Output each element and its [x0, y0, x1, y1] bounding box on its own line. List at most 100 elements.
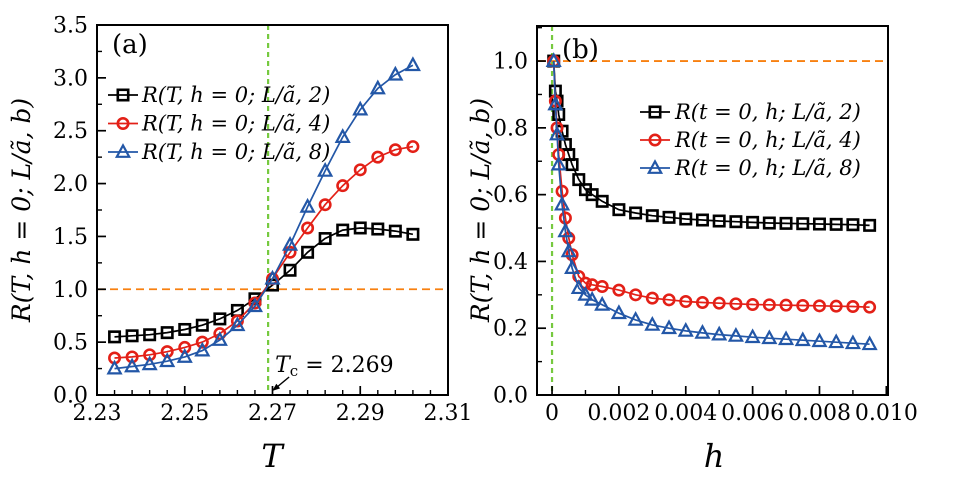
square-marker: [645, 209, 659, 223]
circle-marker: [829, 299, 843, 313]
legend-label: R(T, h = 0; L/ã, 2): [141, 83, 330, 107]
square-marker: [318, 232, 332, 246]
triangle-marker: [114, 143, 132, 158]
circle-marker: [779, 298, 793, 312]
triangle-marker: [811, 332, 828, 348]
triangle-marker: [577, 285, 594, 301]
panel-b-legend-item-0: R(t = 0, h; L/ã, 2): [640, 100, 861, 124]
circle-marker: [679, 294, 693, 308]
x-axis-title: T: [261, 437, 285, 475]
triangle-marker: [246, 297, 264, 313]
square-marker: [108, 330, 122, 344]
square-marker: [662, 210, 676, 224]
x-tick-label: 0.008: [788, 401, 851, 426]
triangle-marker: [711, 325, 728, 341]
triangle-marker: [610, 304, 627, 320]
panel-label: (a): [112, 30, 148, 60]
x-tick-label: 2.29: [336, 401, 385, 426]
circle-marker: [595, 279, 609, 293]
panel-b-legend-item-2: R(t = 0, h; L/ã, 8): [640, 156, 861, 180]
triangle-marker: [317, 161, 334, 177]
triangle-marker: [334, 128, 351, 143]
triangle-marker: [554, 195, 571, 211]
circle-marker: [388, 143, 402, 157]
series-line: [552, 61, 870, 346]
triangle-marker: [660, 319, 678, 335]
triangle-marker: [547, 95, 564, 111]
triangle-marker: [404, 56, 421, 72]
square-marker: [729, 215, 743, 229]
triangle-marker: [549, 125, 566, 141]
triangle-marker: [194, 341, 211, 357]
square-marker: [863, 218, 877, 232]
square-marker: [648, 105, 662, 119]
square-marker: [572, 173, 586, 187]
square-marker: [336, 223, 350, 237]
circle-marker: [629, 288, 643, 302]
circle-marker: [648, 133, 662, 147]
circle-marker: [812, 299, 826, 313]
circle-marker: [796, 299, 810, 313]
series-line: [552, 61, 870, 227]
panel-b-series-1: [547, 54, 877, 314]
triangle-marker: [777, 330, 795, 346]
axes-box: [536, 25, 889, 396]
panel-a-series-2: [106, 56, 421, 375]
triangle-marker: [211, 331, 228, 346]
square-marker: [612, 203, 626, 217]
panel-a-legend-item-0: R(T, h = 0; L/ã, 2): [108, 83, 330, 107]
circle-marker: [612, 283, 626, 297]
square-marker: [695, 213, 709, 227]
triangle-marker: [352, 100, 369, 116]
panel-b-legend-item-1: R(t = 0, h; L/ã, 4): [640, 128, 861, 152]
circle-marker: [353, 163, 367, 177]
panel-b-plot: 0 0.002 0.004 0.006 0.008 0.010 0.0 0.2 0.4 0.6 0.…: [466, 25, 918, 475]
square-marker: [629, 206, 643, 220]
y-tick-label: 1.0: [493, 50, 528, 75]
y-axis-title: R(T, h = 0; L/ã, b): [7, 98, 36, 323]
triangle-marker: [159, 352, 176, 368]
circle-marker: [116, 117, 130, 131]
square-marker: [143, 328, 157, 342]
circle-marker: [729, 297, 743, 311]
x-tick-label: 2.31: [424, 401, 473, 426]
tc-annotation: Tc = 2.269: [272, 353, 394, 391]
triangle-marker: [560, 242, 577, 258]
square-marker: [301, 245, 315, 259]
triangle-marker: [646, 159, 664, 174]
triangle-marker: [694, 323, 711, 339]
x-tick-label: 2.25: [160, 401, 209, 426]
panel-label: (b): [562, 35, 599, 65]
square-marker: [371, 222, 385, 236]
panel-b-legend: R(t = 0, h; L/ã, 2) R(t = 0, h; L/ã, 4) R(…: [640, 100, 861, 180]
x-tick-label: 0.010: [855, 401, 918, 426]
y-tick-label: 3.5: [53, 14, 88, 39]
triangle-marker: [557, 222, 574, 238]
triangle-marker: [584, 290, 601, 306]
y-tick-label: 0.5: [53, 331, 88, 356]
circle-marker: [762, 298, 776, 312]
annotation-arrow-line: [276, 376, 290, 388]
square-marker: [160, 326, 174, 340]
legend-label: R(t = 0, h; L/ã, 2): [674, 100, 861, 124]
circle-marker: [336, 179, 350, 193]
circle-marker: [645, 291, 659, 305]
triangle-marker: [124, 357, 141, 373]
legend-label: R(T, h = 0; L/ã, 4): [141, 112, 330, 136]
square-marker: [712, 214, 726, 228]
circle-marker: [746, 298, 760, 312]
panel-a-legend-item-2: R(T, h = 0; L/ã, 8): [108, 140, 330, 164]
square-marker: [829, 217, 843, 231]
y-tick-label: 0.0: [53, 384, 88, 409]
circle-marker: [863, 300, 877, 314]
x-tick-label: 2.27: [248, 401, 297, 426]
legend-label: R(T, h = 0; L/ã, 8): [141, 140, 330, 164]
y-axis-title: R(T, h = 0; L/ã, b): [466, 98, 495, 323]
triangle-marker: [570, 279, 587, 295]
square-marker: [595, 194, 609, 208]
y-tick-label: 0.4: [493, 250, 528, 275]
annotation-text: Tc = 2.269: [275, 353, 394, 380]
circle-marker: [662, 293, 676, 307]
x-tick-label: 2.23: [73, 401, 122, 426]
